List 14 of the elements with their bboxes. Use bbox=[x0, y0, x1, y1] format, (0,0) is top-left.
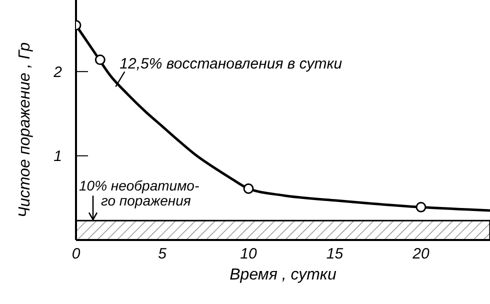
x-tick-label: 5 bbox=[158, 246, 168, 263]
band-label: 10% необратимо- го поражения bbox=[79, 178, 200, 209]
x-tick-label: 10 bbox=[240, 246, 258, 263]
point bbox=[243, 183, 254, 194]
y-tick-label: 2 bbox=[52, 64, 63, 81]
x-tick-label: 20 bbox=[412, 246, 430, 263]
annotation: 12,5% восстановления в сутки bbox=[120, 56, 343, 73]
x-tick-label: 0 bbox=[72, 246, 81, 263]
point bbox=[416, 202, 426, 212]
point bbox=[94, 54, 106, 66]
x-axis-title: Время , сутки bbox=[230, 266, 336, 284]
y-tick-label: 1 bbox=[54, 148, 62, 166]
x-tick-label: 15 bbox=[326, 246, 344, 263]
y-axis-title: Чистое поражение , Гр bbox=[16, 42, 34, 218]
